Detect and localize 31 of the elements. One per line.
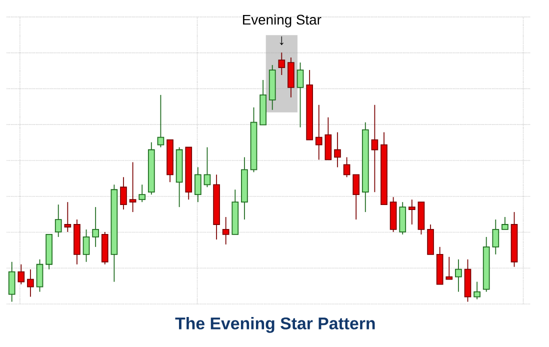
candlestick (371, 104, 378, 193)
candlestick (138, 184, 146, 203)
candlestick (502, 216, 508, 230)
candlestick (129, 162, 136, 213)
text: Evening Star (243, 14, 322, 28)
candlestick (36, 259, 44, 292)
candlestick (334, 132, 341, 168)
candlestick (8, 262, 16, 302)
candlestick (352, 174, 360, 220)
candlestick (296, 62, 304, 128)
candlestick (82, 229, 90, 262)
candlestick (54, 204, 62, 238)
candlestick (222, 216, 230, 245)
text: The Evening Star Pattern (175, 317, 375, 333)
candlestick (157, 94, 164, 148)
candlestick (315, 104, 322, 160)
candlestick (64, 202, 72, 233)
candlestick (408, 199, 416, 226)
candlestick (492, 219, 500, 255)
candlestick (474, 281, 480, 300)
candlestick (204, 146, 211, 188)
candlestick (343, 156, 350, 178)
candlestick (446, 256, 453, 280)
candlestick (27, 268, 34, 298)
text: ↓ (280, 36, 284, 46)
candlestick (455, 259, 462, 292)
candlestick (120, 176, 127, 210)
candlestick (18, 264, 25, 285)
candlestick (194, 166, 202, 203)
candlestick (92, 206, 100, 248)
candlestick (278, 52, 286, 76)
